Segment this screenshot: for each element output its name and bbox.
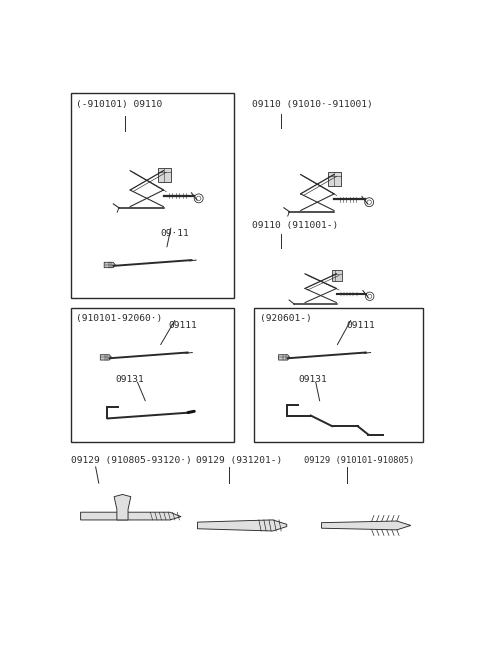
Text: 09131: 09131 — [299, 375, 327, 384]
Polygon shape — [278, 355, 290, 360]
Polygon shape — [100, 355, 111, 360]
Polygon shape — [114, 495, 131, 520]
Polygon shape — [104, 262, 115, 267]
Polygon shape — [328, 171, 341, 185]
Text: 09111: 09111 — [168, 321, 197, 330]
Text: 09129 (910805-93120·): 09129 (910805-93120·) — [71, 456, 192, 465]
Text: (910101-92060·): (910101-92060·) — [75, 313, 162, 323]
Polygon shape — [197, 520, 287, 531]
Text: 09129 (910101-910805): 09129 (910101-910805) — [304, 456, 414, 465]
Bar — [254, 308, 423, 442]
Text: 09·11: 09·11 — [161, 229, 190, 238]
Bar — [71, 93, 234, 298]
Text: 09111: 09111 — [347, 321, 375, 330]
Text: 09131: 09131 — [116, 375, 144, 384]
Polygon shape — [332, 269, 342, 281]
Polygon shape — [81, 512, 181, 520]
Text: 09110 (911001-): 09110 (911001-) — [252, 221, 338, 231]
Text: 09110 (91010·-911001): 09110 (91010·-911001) — [252, 101, 373, 110]
Polygon shape — [158, 168, 171, 182]
Text: (-910101) 09110: (-910101) 09110 — [75, 101, 162, 110]
Text: 09129 (931201-): 09129 (931201-) — [196, 456, 282, 465]
Polygon shape — [322, 521, 411, 530]
Text: (920601-): (920601-) — [260, 313, 312, 323]
Bar — [71, 308, 234, 442]
